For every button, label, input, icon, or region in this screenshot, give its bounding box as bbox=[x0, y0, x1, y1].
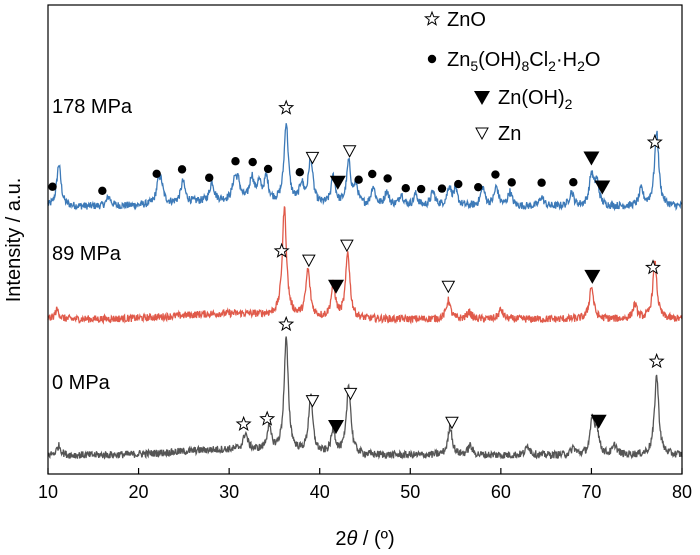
marker-89-mpa-star-open-0 bbox=[273, 242, 290, 258]
marker-178-mpa-circle-filled-13 bbox=[354, 175, 363, 184]
series-line-178-mpa bbox=[47, 123, 683, 212]
marker-178-mpa-circle-filled-0 bbox=[48, 182, 57, 191]
marker-178-mpa-circle-filled-16 bbox=[401, 184, 410, 193]
marker-178-mpa-circle-filled-20 bbox=[474, 182, 483, 192]
x-axis-title-two: 2 bbox=[335, 528, 346, 550]
series-label-89mpa: 89 MPa bbox=[52, 243, 122, 265]
legend-label-zno: ZnO bbox=[447, 9, 486, 31]
marker-178-mpa-triangle-down-open-10 bbox=[305, 151, 320, 165]
x-tick-label-30: 30 bbox=[219, 482, 239, 502]
legend-sub-8: 8 bbox=[521, 58, 529, 74]
marker-178-mpa-triangle-down-filled-11 bbox=[329, 175, 346, 190]
series-label-0mpa: 0 MPa bbox=[52, 372, 111, 394]
marker-178-mpa-circle-filled-9 bbox=[295, 168, 304, 177]
marker-178-mpa-triangle-down-open-12 bbox=[342, 145, 357, 158]
marker-178-mpa-circle-filled-17 bbox=[416, 184, 426, 194]
series-layer bbox=[47, 123, 683, 460]
marker-0-mpa-triangle-down-filled-7 bbox=[590, 414, 607, 429]
marker-178-mpa-triangle-down-filled-25 bbox=[583, 151, 600, 166]
x-axis-ticks: 10 20 30 40 50 60 70 80 bbox=[38, 468, 692, 502]
legend-sub-2b: 2 bbox=[577, 58, 585, 74]
legend-marker-circle-filled bbox=[427, 54, 437, 64]
marker-178-mpa-circle-filled-7 bbox=[263, 164, 273, 174]
legend-sub-2a: 2 bbox=[548, 58, 556, 74]
marker-178-mpa-circle-filled-3 bbox=[177, 165, 187, 174]
series-label-178mpa: 178 MPa bbox=[52, 96, 133, 118]
x-axis-title-theta: θ bbox=[346, 528, 357, 550]
x-tick-label-40: 40 bbox=[310, 482, 330, 502]
y-axis-title: Intensity / a.u. bbox=[3, 178, 25, 303]
x-tick-label-60: 60 bbox=[491, 482, 511, 502]
marker-178-mpa-triangle-down-filled-26 bbox=[594, 180, 611, 195]
marker-0-mpa-star-open-0 bbox=[235, 415, 252, 431]
marker-178-mpa-circle-filled-21 bbox=[491, 170, 500, 179]
legend: ZnO Zn5(OH)8Cl2·H2O Zn(OH)2 Zn bbox=[423, 9, 600, 145]
plot-frame bbox=[47, 4, 683, 475]
marker-89-mpa-triangle-down-open-4 bbox=[441, 280, 456, 294]
x-tick-label-70: 70 bbox=[581, 482, 601, 502]
x-tick-label-50: 50 bbox=[400, 482, 420, 502]
marker-178-mpa-star-open-8 bbox=[278, 99, 295, 115]
marker-89-mpa-triangle-down-filled-5 bbox=[584, 269, 601, 284]
legend-label-zn5-oh8-cl2-h2o: Zn5(OH)8Cl2·H2O bbox=[447, 49, 600, 74]
marker-178-mpa-circle-filled-24 bbox=[569, 178, 578, 187]
marker-178-mpa-circle-filled-18 bbox=[437, 184, 447, 193]
marker-178-mpa-star-open-27 bbox=[646, 133, 663, 150]
legend-sub-2c: 2 bbox=[565, 96, 573, 112]
marker-89-mpa-star-open-6 bbox=[645, 259, 662, 275]
marker-layer bbox=[48, 99, 665, 435]
marker-178-mpa-circle-filled-15 bbox=[383, 174, 392, 183]
marker-178-mpa-circle-filled-5 bbox=[231, 157, 240, 166]
series-line-89-mpa bbox=[47, 206, 683, 325]
marker-178-mpa-circle-filled-22 bbox=[507, 178, 516, 187]
marker-0-mpa-star-open-8 bbox=[648, 352, 665, 369]
marker-178-mpa-circle-filled-4 bbox=[205, 173, 214, 182]
x-axis-title: 2θ / (º) bbox=[335, 528, 394, 550]
marker-0-mpa-star-open-1 bbox=[259, 410, 276, 426]
marker-178-mpa-circle-filled-14 bbox=[368, 169, 377, 179]
legend-dot-h: ·H bbox=[556, 49, 577, 71]
marker-0-mpa-triangle-down-open-6 bbox=[445, 416, 459, 430]
legend-marker-triangle-down-filled bbox=[474, 91, 490, 105]
legend-o: O bbox=[585, 49, 601, 71]
legend-zn: Zn bbox=[447, 49, 470, 71]
legend-znoh: Zn(OH) bbox=[498, 87, 565, 109]
marker-0-mpa-triangle-down-open-3 bbox=[305, 395, 320, 408]
marker-89-mpa-triangle-down-filled-2 bbox=[328, 279, 345, 294]
marker-178-mpa-circle-filled-23 bbox=[537, 178, 546, 187]
marker-178-mpa-circle-filled-2 bbox=[152, 169, 161, 179]
legend-marker-star-open bbox=[423, 10, 441, 26]
marker-89-mpa-triangle-down-open-1 bbox=[302, 254, 316, 268]
legend-label-zn: Zn bbox=[498, 123, 521, 145]
legend-marker-triangle-down-open bbox=[475, 127, 489, 141]
legend-markers bbox=[423, 10, 490, 141]
marker-178-mpa-circle-filled-19 bbox=[454, 179, 463, 189]
x-tick-label-10: 10 bbox=[38, 482, 58, 502]
marker-0-mpa-star-open-2 bbox=[278, 315, 295, 332]
marker-0-mpa-triangle-down-open-5 bbox=[343, 387, 358, 401]
marker-89-mpa-triangle-down-open-3 bbox=[340, 239, 354, 253]
marker-0-mpa-triangle-down-filled-4 bbox=[328, 420, 345, 435]
legend-label-zn-oh2: Zn(OH)2 bbox=[498, 87, 573, 112]
legend-sub-5: 5 bbox=[470, 58, 478, 74]
x-tick-label-80: 80 bbox=[672, 482, 692, 502]
series-line-0-mpa bbox=[47, 336, 683, 460]
marker-178-mpa-circle-filled-1 bbox=[98, 186, 107, 195]
x-axis-title-unit: / (º) bbox=[357, 528, 394, 550]
marker-178-mpa-circle-filled-6 bbox=[248, 157, 257, 167]
x-tick-label-20: 20 bbox=[129, 482, 149, 502]
legend-oh: (OH) bbox=[478, 49, 521, 71]
legend-cl: Cl bbox=[529, 49, 548, 71]
